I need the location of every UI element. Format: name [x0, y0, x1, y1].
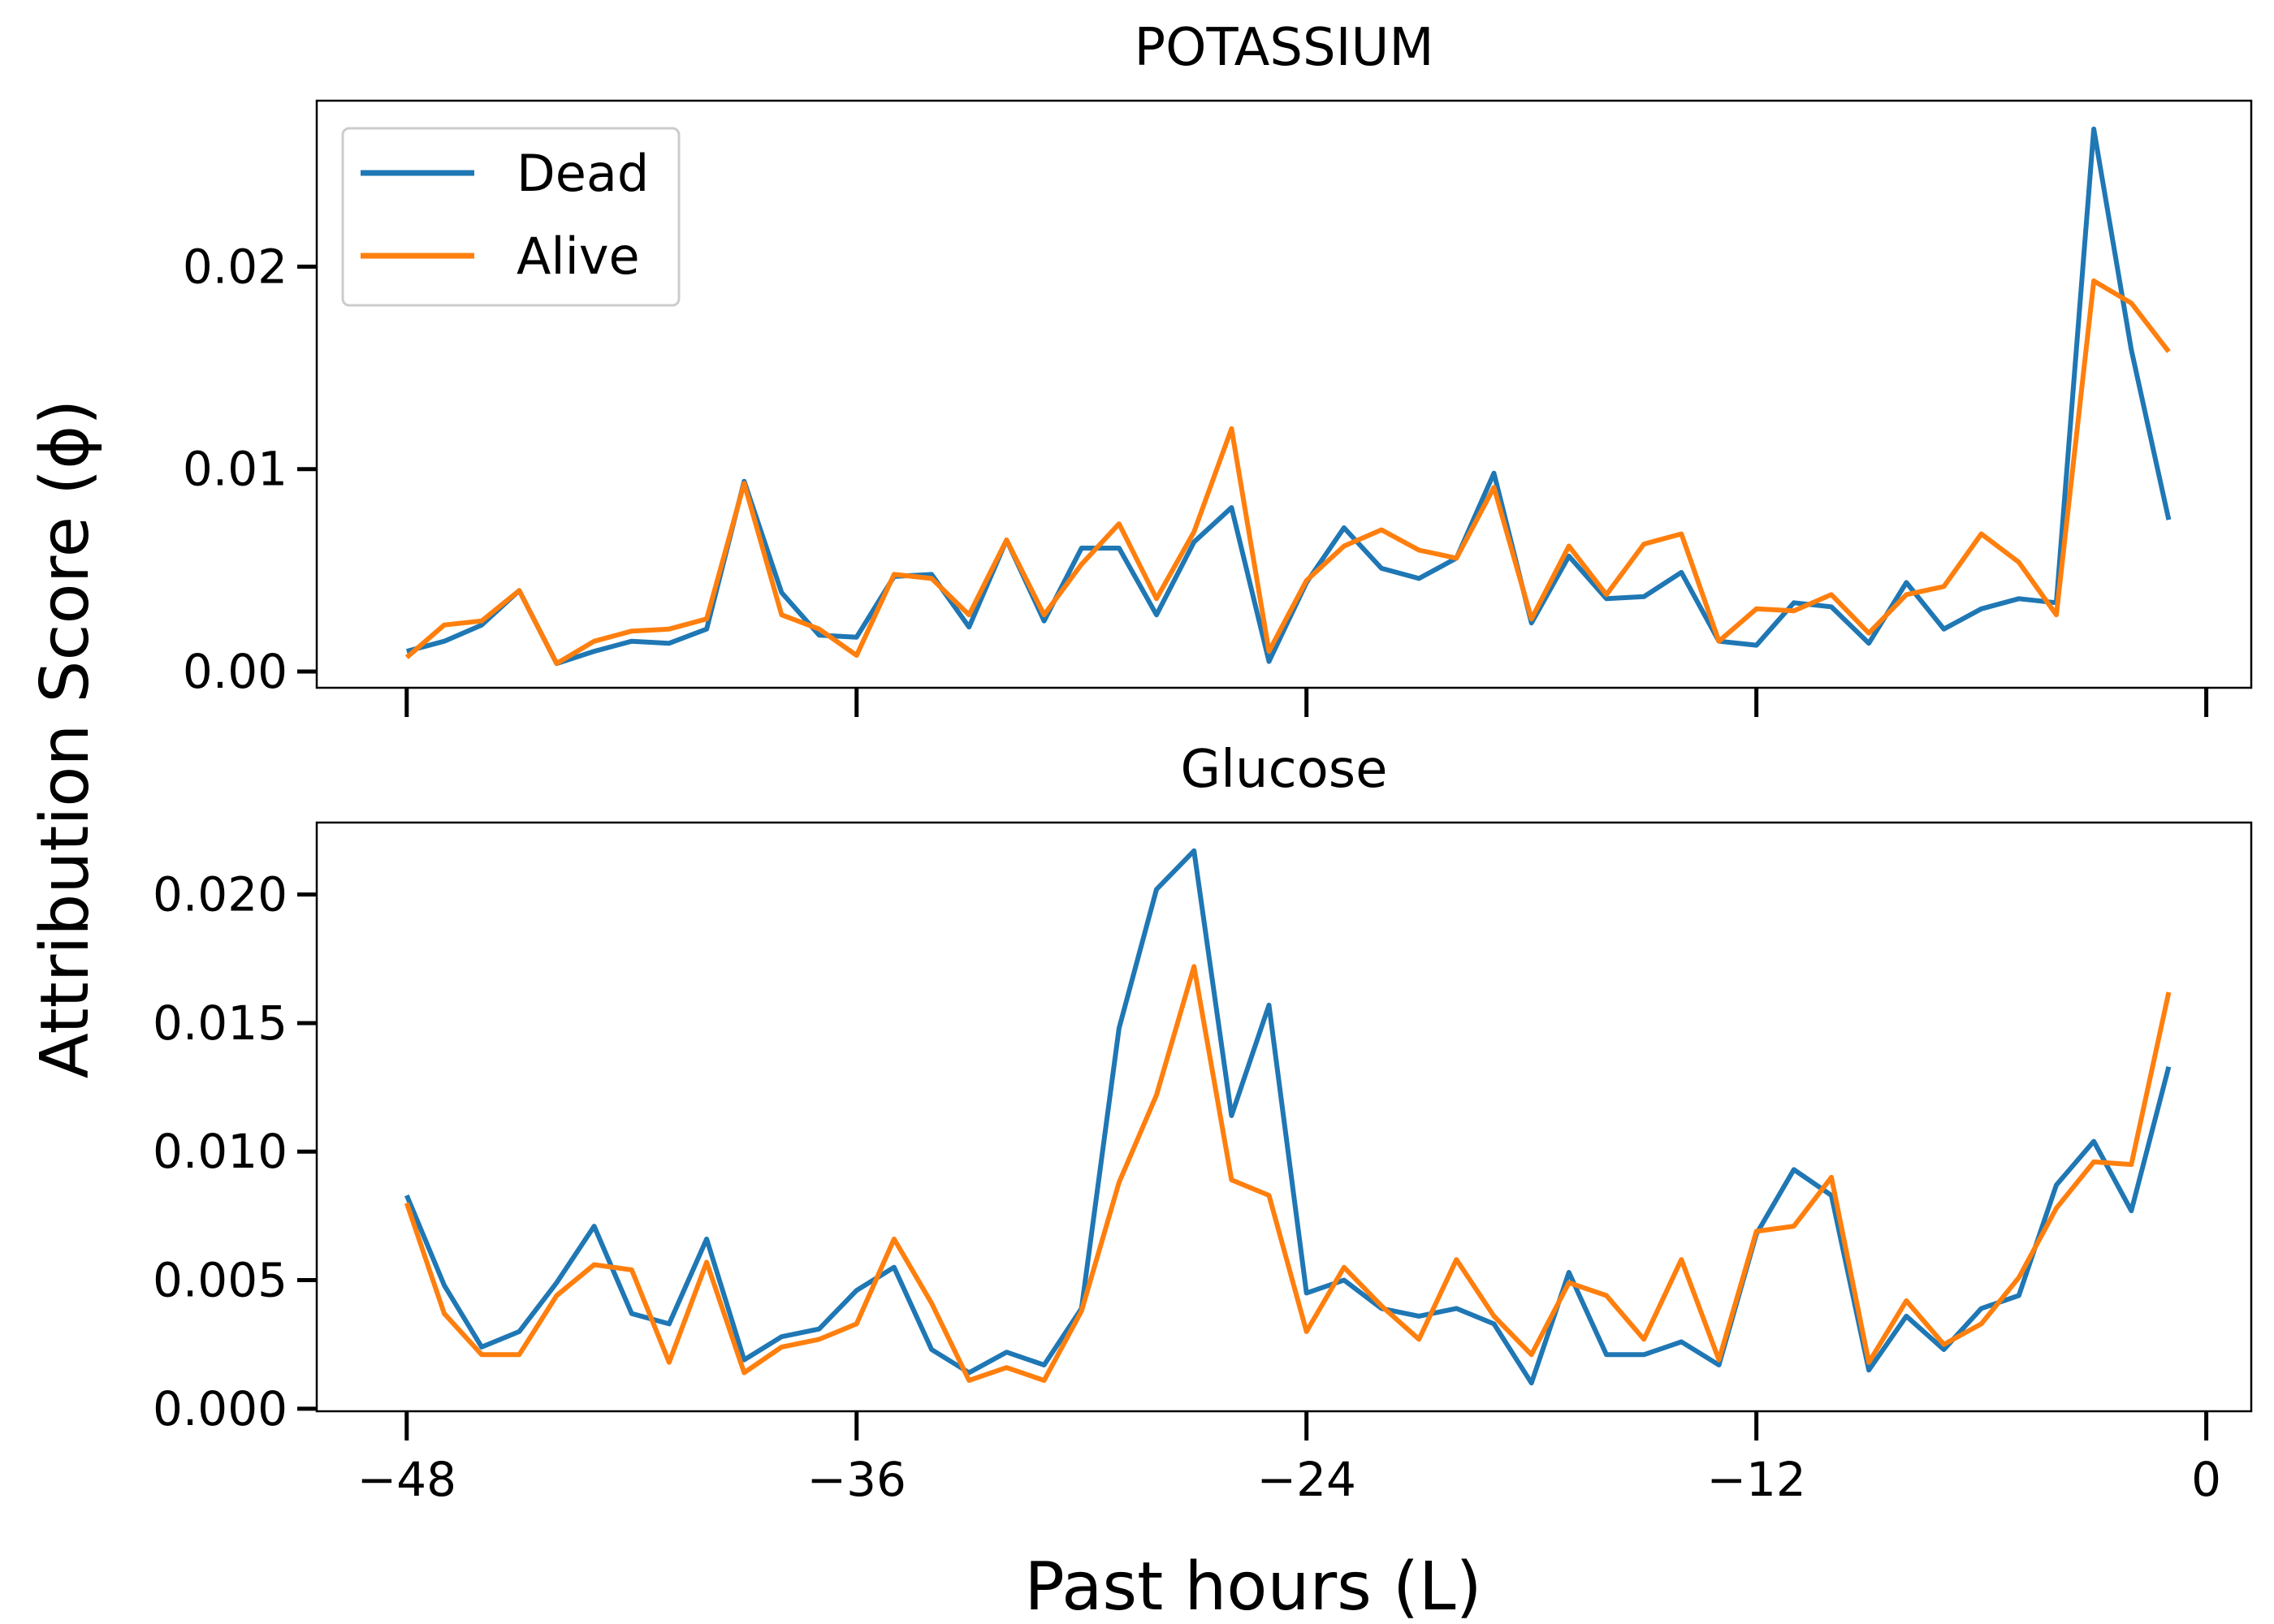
plot-frame [315, 99, 2253, 689]
y-tick-label: 0.00 [183, 644, 287, 699]
x-tick-label: −48 [357, 1452, 456, 1507]
x-axis-title: Past hours (L) [1024, 1548, 1481, 1624]
y-tick-label: 0.010 [153, 1124, 287, 1179]
series-line-alive [404, 278, 2171, 667]
y-tick-label: 0.020 [153, 867, 287, 922]
series-line-dead [406, 126, 2172, 667]
legend-label-dead: Dead [517, 144, 649, 203]
y-tick-label: 0.01 [183, 442, 287, 497]
panel-title: POTASSIUM [1134, 18, 1433, 78]
legend-label-alive: Alive [517, 227, 640, 286]
plot-frame [315, 821, 2253, 1413]
y-tick-label: 0.000 [153, 1381, 287, 1436]
series-line-alive [404, 964, 2172, 1383]
x-tick-label: −24 [1256, 1452, 1355, 1507]
y-tick-label: 0.005 [153, 1253, 287, 1308]
y-axis-title: Attribution Score (ϕ) [27, 400, 104, 1078]
panel-potassium: POTASSIUM 0.00 0.01 0.02 [183, 18, 2253, 717]
panel-glucose: Glucose 0.000 0.005 0.010 0.015 0.020 −48 −36 −2… [153, 740, 2253, 1507]
x-tick-label: 0 [2191, 1452, 2221, 1507]
y-tick-label: 0.02 [183, 239, 287, 294]
x-tick-label: −36 [807, 1452, 906, 1507]
series-line-dead [404, 848, 2172, 1386]
panel-title: Glucose [1181, 740, 1388, 800]
legend: Dead Alive [341, 127, 681, 307]
panels: POTASSIUM 0.00 0.01 0.02 Glucose 0.000 0.005 0.… [153, 18, 2253, 1507]
y-tick-label: 0.015 [153, 996, 287, 1051]
x-tick-label: −12 [1706, 1452, 1805, 1507]
